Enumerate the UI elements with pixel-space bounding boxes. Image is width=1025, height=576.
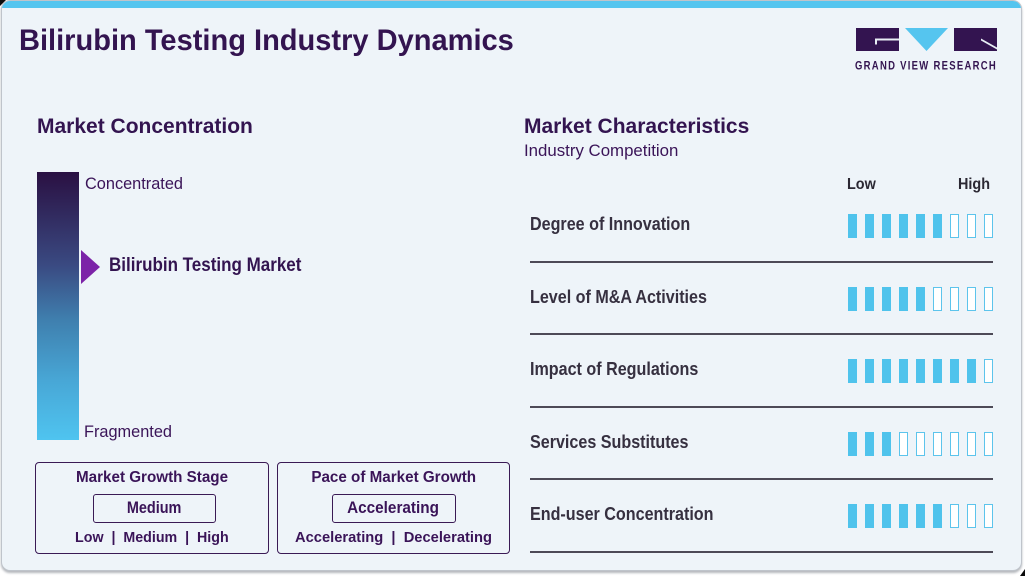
svg-text:GRAND VIEW RESEARCH: GRAND VIEW RESEARCH bbox=[855, 61, 997, 73]
